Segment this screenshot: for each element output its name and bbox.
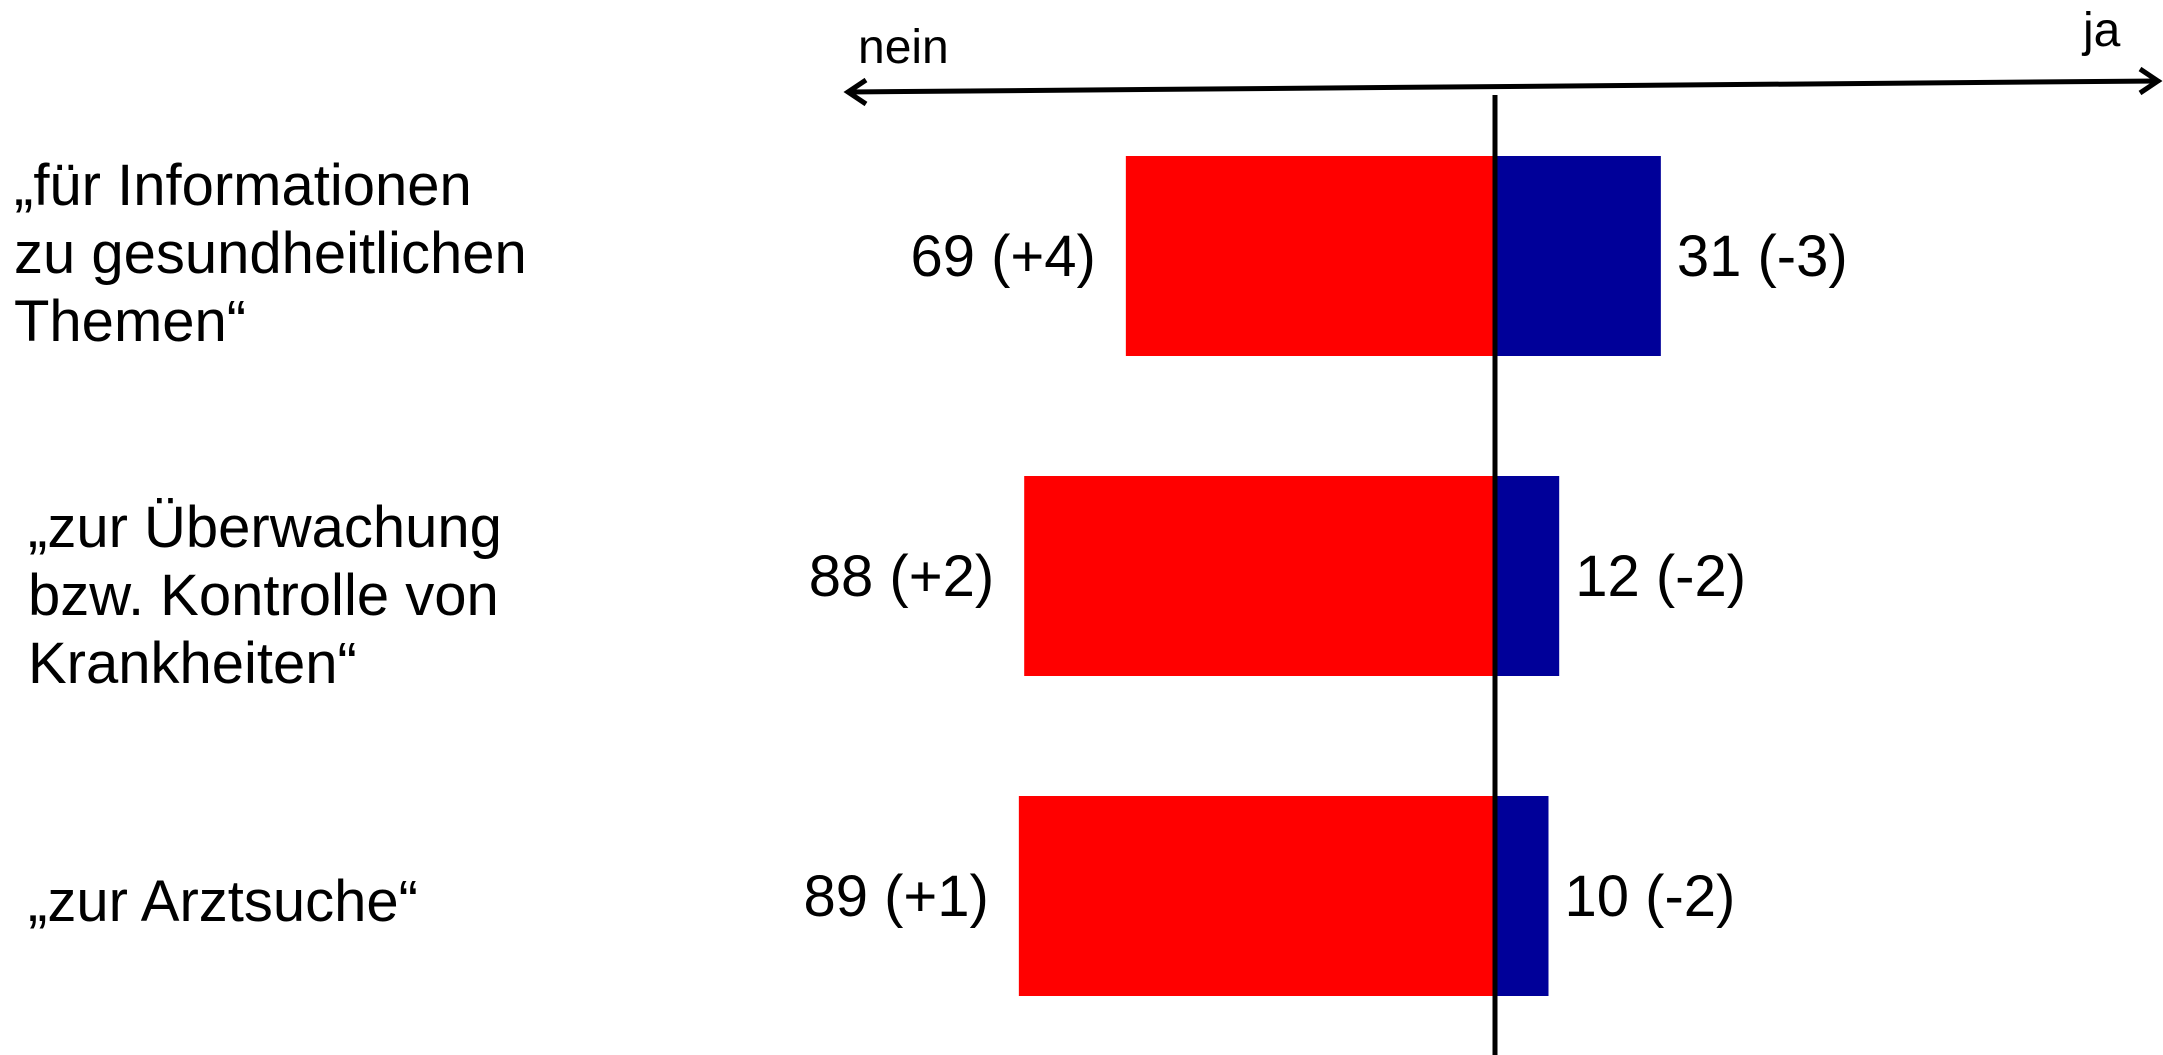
bar-ja-1 (1495, 476, 1560, 676)
bar-ja-0 (1495, 156, 1661, 356)
axis-label-nein: nein (858, 21, 949, 74)
axis-label-ja: ja (2081, 4, 2121, 57)
axis-arrowhead-right (2138, 66, 2163, 96)
category-label-2: „zur Arztsuche“ (28, 869, 418, 934)
data-label-ja-2: 10 (-2) (1565, 864, 1736, 929)
axis-arrowhead-left (843, 77, 868, 107)
data-label-nein-2: 89 (+1) (803, 864, 988, 929)
bar-ja-2 (1495, 796, 1549, 996)
data-label-ja-0: 31 (-3) (1677, 224, 1848, 289)
category-label-0: „für Informationen zu gesundheitlichen T… (14, 153, 527, 354)
bar-nein-0 (1125, 156, 1495, 356)
data-label-ja-1: 12 (-2) (1575, 544, 1746, 609)
data-label-nein-1: 88 (+2) (809, 544, 994, 609)
category-label-1: „zur Überwachung bzw. Kontrolle von Kran… (28, 495, 502, 696)
data-label-nein-0: 69 (+4) (910, 224, 1095, 289)
bar-nein-1 (1024, 476, 1495, 676)
bar-nein-2 (1018, 796, 1495, 996)
axis-arrow-line (847, 78, 2159, 95)
